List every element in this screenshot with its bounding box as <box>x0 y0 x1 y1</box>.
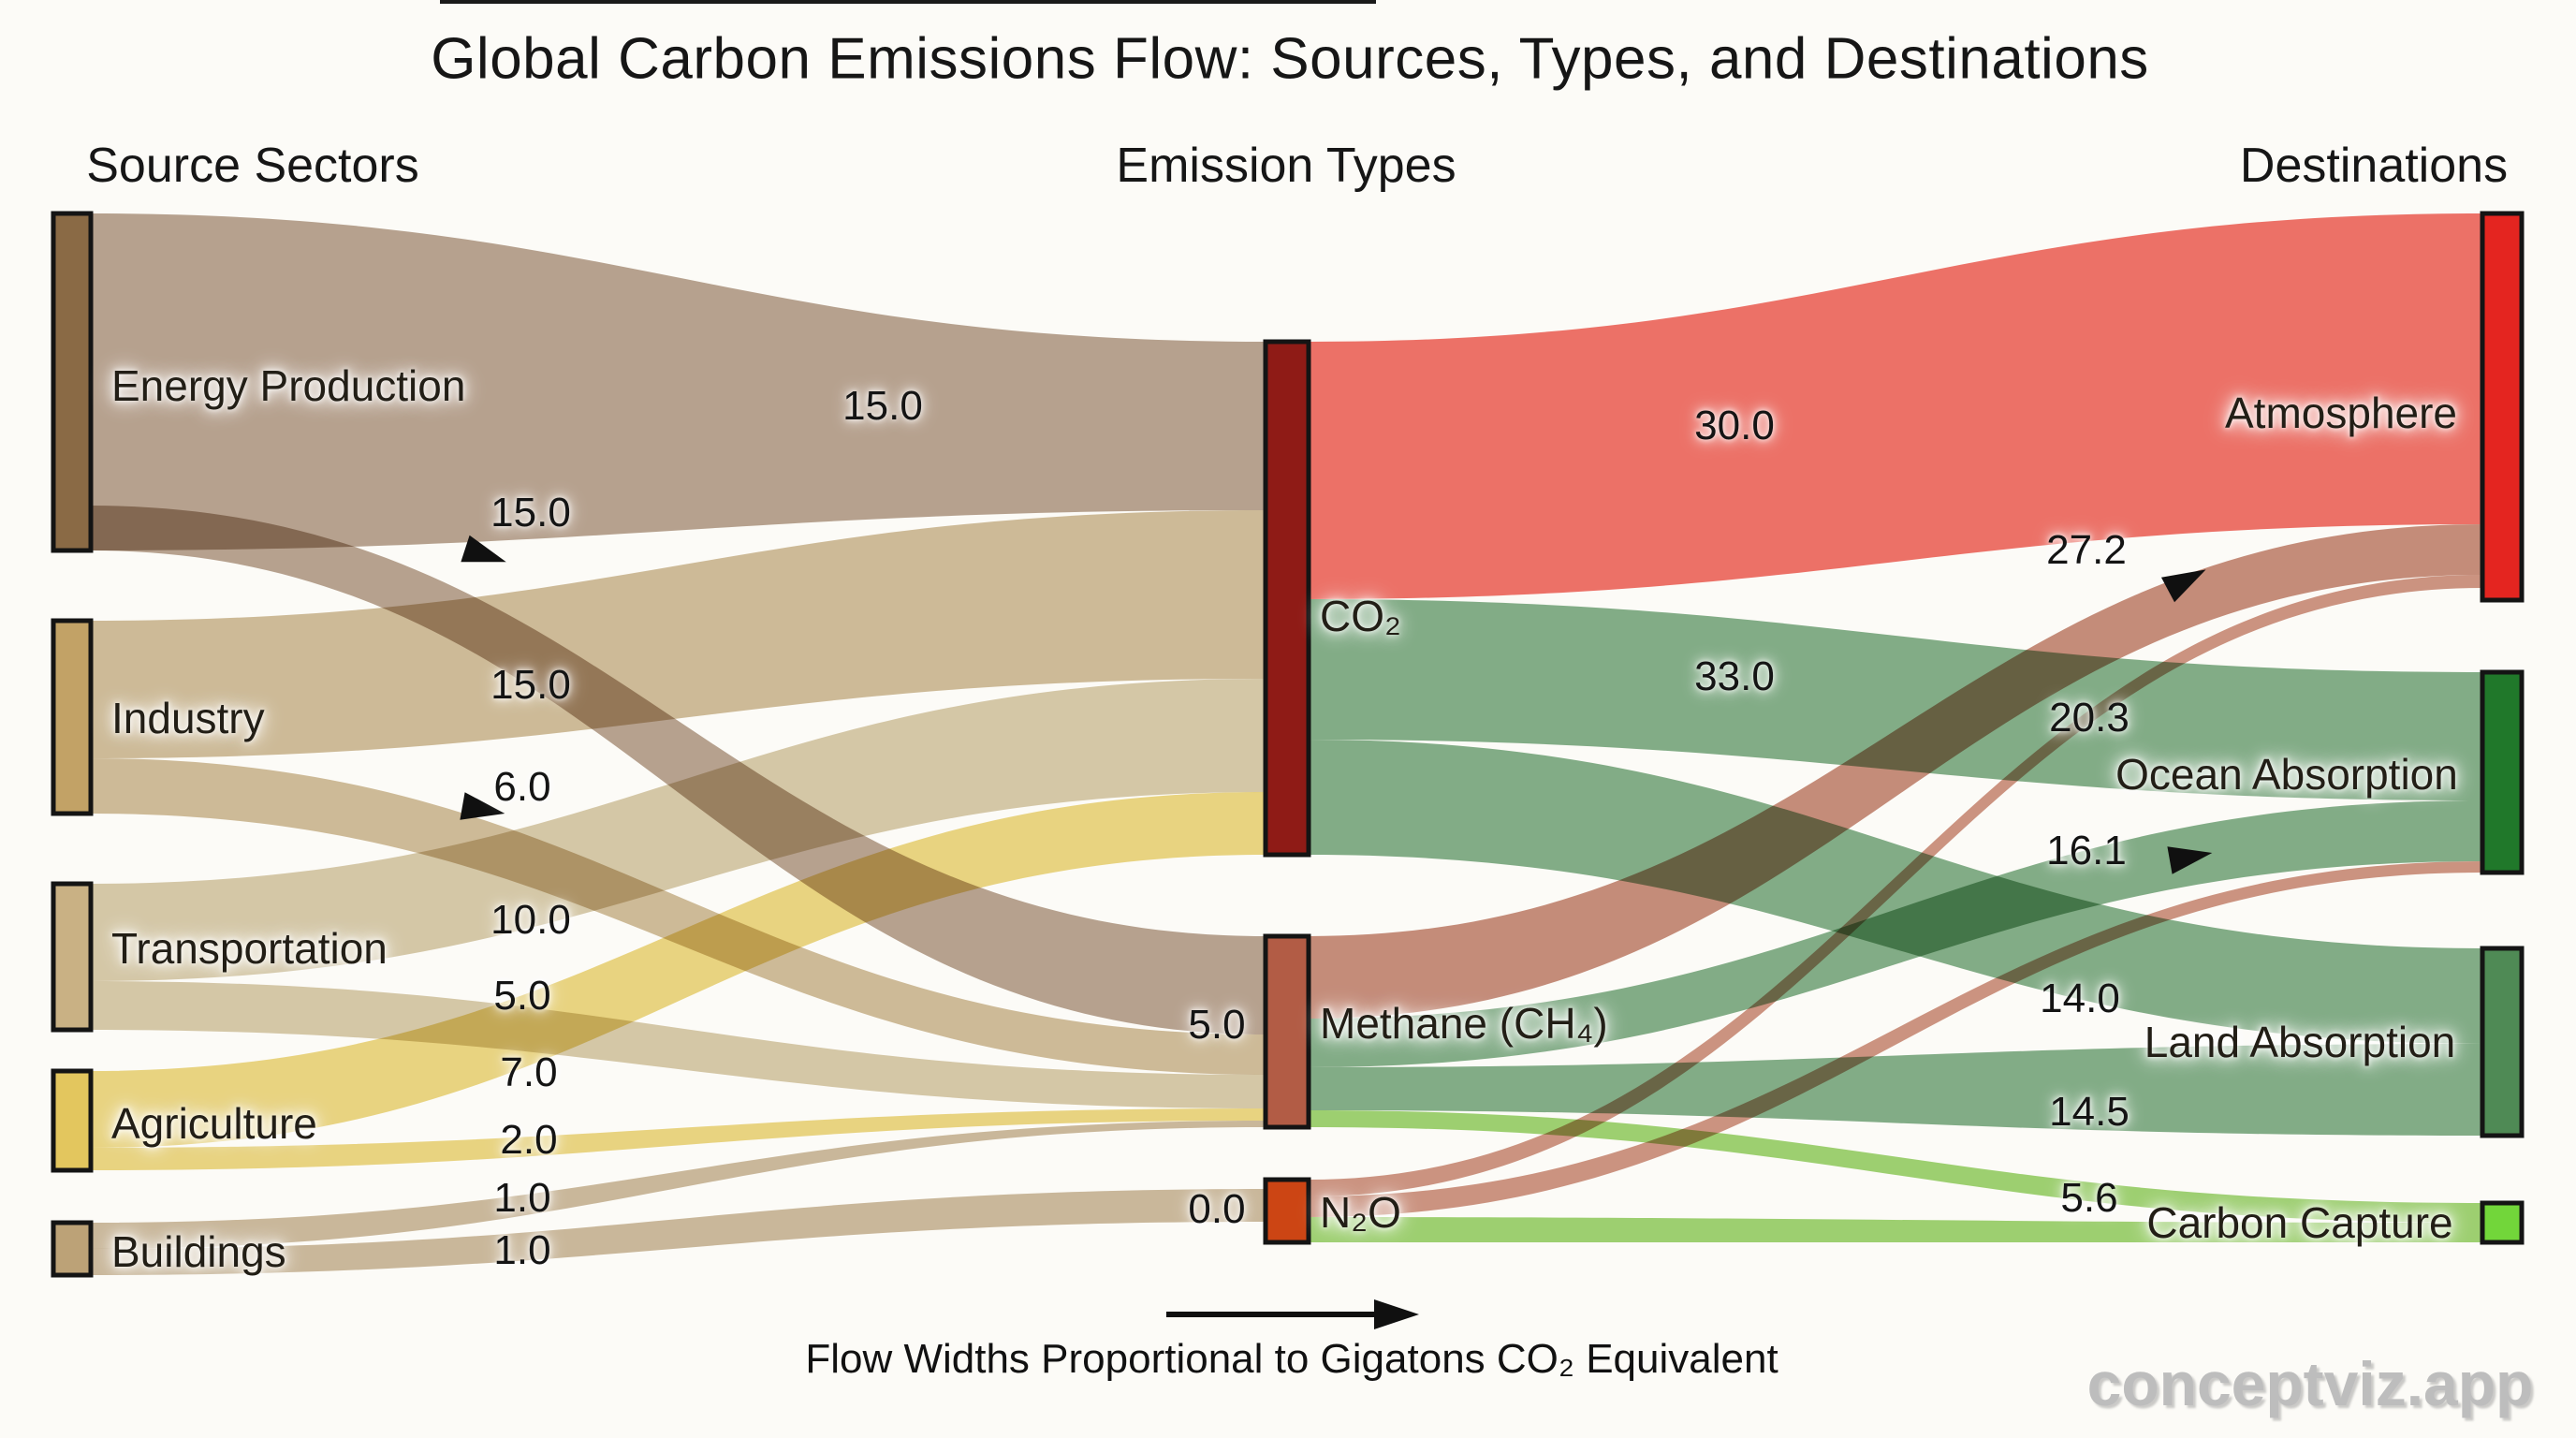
flow-energy-co2 <box>91 213 1266 550</box>
node-n2o <box>1263 1177 1311 1245</box>
flow-buildings-n2o <box>91 1189 1266 1275</box>
flow-value-label: 2.0 <box>500 1117 558 1163</box>
flow-agriculture-methane <box>91 1108 1266 1170</box>
node-ocean <box>2480 669 2525 875</box>
node-transportation <box>51 881 94 1033</box>
flow-value-label: 16.1 <box>2046 828 2127 873</box>
node-co2 <box>1263 339 1311 858</box>
flow-n2o-ocean <box>1309 861 2482 1217</box>
node-label-buildings: Buildings <box>111 1227 286 1276</box>
node-label-transportation: Transportation <box>111 924 388 973</box>
flow-value-label: 1.0 <box>493 1175 551 1221</box>
flow-value-label: 0.0 <box>1188 1186 1246 1232</box>
flow-transportation-co2 <box>91 679 1266 981</box>
node-energy <box>51 211 94 553</box>
top-edge-artifact <box>440 0 1376 4</box>
legend-arrow-head-icon <box>1374 1299 1419 1329</box>
flow-value-label: 14.0 <box>2040 976 2120 1021</box>
flow-industry-co2 <box>91 510 1266 758</box>
flow-n2o-capture <box>1309 1217 2482 1242</box>
node-land <box>2480 946 2525 1138</box>
flow-value-label: 1.0 <box>493 1227 551 1273</box>
flow-arrowhead-icon <box>2160 569 2206 603</box>
node-capture <box>2480 1200 2525 1245</box>
flow-value-label: 15.0 <box>490 490 571 536</box>
flow-methane-capture <box>1309 1110 2482 1223</box>
flow-value-label: 5.0 <box>1188 1002 1246 1048</box>
node-buildings <box>51 1220 94 1278</box>
node-label-energy: Energy Production <box>111 361 466 410</box>
watermark: conceptviz.app <box>2086 1349 2534 1418</box>
flow-value-label: 7.0 <box>500 1049 558 1095</box>
flow-methane-ocean <box>1309 800 2482 1067</box>
flow-arrowhead-icon <box>2167 846 2213 874</box>
node-label-land: Land Absorption <box>2144 1018 2456 1066</box>
flow-agriculture-co2 <box>91 792 1266 1148</box>
flow-value-label: 15.0 <box>842 383 923 429</box>
flow-value-label: 6.0 <box>493 764 551 810</box>
chart-title: Global Carbon Emissions Flow: Sources, T… <box>431 26 2149 92</box>
flow-co2-atmosphere <box>1309 213 2482 599</box>
node-methane <box>1263 933 1311 1130</box>
flow-transportation-methane <box>91 981 1266 1108</box>
node-label-co2: CO₂ <box>1320 592 1401 640</box>
flow-methane-atmosphere <box>1309 524 2482 1019</box>
legend-caption: Flow Widths Proportional to Gigatons CO₂… <box>805 1336 1778 1382</box>
node-label-industry: Industry <box>111 694 265 742</box>
flow-value-label: 10.0 <box>490 897 571 943</box>
flow-industry-methane <box>91 758 1266 1075</box>
node-agriculture <box>51 1068 94 1173</box>
column-header-emission-types: Emission Types <box>1116 139 1456 193</box>
flow-n2o-atmosphere <box>1309 575 2482 1196</box>
node-label-capture: Carbon Capture <box>2146 1198 2453 1247</box>
node-atmosphere <box>2480 211 2525 603</box>
column-header-destinations: Destinations <box>2239 139 2509 193</box>
flow-value-label: 30.0 <box>1694 403 1775 448</box>
node-label-ocean: Ocean Absorption <box>2115 750 2458 799</box>
flow-buildings-methane <box>91 1121 1266 1249</box>
flow-energy-methane <box>91 506 1266 1034</box>
flow-co2-ocean <box>1309 599 2482 800</box>
node-label-methane: Methane (CH₄) <box>1320 999 1608 1048</box>
node-label-agriculture: Agriculture <box>111 1099 317 1148</box>
flow-value-label: 15.0 <box>490 662 571 708</box>
flow-value-label: 5.6 <box>2060 1175 2118 1221</box>
node-label-atmosphere: Atmosphere <box>2224 389 2458 437</box>
node-label-n2o: N₂O <box>1320 1188 1401 1237</box>
flow-value-label: 14.5 <box>2049 1089 2130 1135</box>
flow-value-label: 27.2 <box>2046 527 2127 573</box>
column-header-sources: Source Sectors <box>86 139 419 193</box>
flow-value-label: 33.0 <box>1694 653 1775 699</box>
node-industry <box>51 618 94 816</box>
flow-arrowhead-icon <box>461 535 506 563</box>
flow-arrowhead-icon <box>460 792 505 820</box>
flow-value-label: 5.0 <box>493 973 551 1019</box>
flow-value-label: 20.3 <box>2049 695 2130 741</box>
